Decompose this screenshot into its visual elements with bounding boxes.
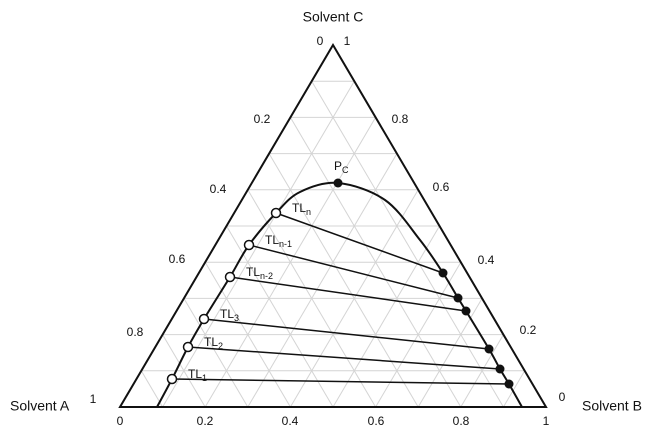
bottom-tick: 0.6 bbox=[368, 414, 385, 428]
left-tick: 0.6 bbox=[169, 252, 186, 266]
tie-line-label: TL3 bbox=[220, 307, 239, 323]
tie-line bbox=[248, 244, 459, 299]
grid-line bbox=[204, 261, 291, 408]
vertex-label-a: Solvent A bbox=[10, 398, 70, 414]
extract-point bbox=[453, 293, 463, 303]
bottom-tick: 0.8 bbox=[453, 414, 470, 428]
grid-line bbox=[183, 298, 249, 408]
grid bbox=[140, 80, 526, 408]
left-tick: 0.8 bbox=[127, 325, 144, 339]
grid-line bbox=[332, 225, 440, 408]
tie-line-label: TL2 bbox=[204, 335, 223, 351]
raffinate-point bbox=[166, 373, 178, 385]
label: TL bbox=[220, 307, 234, 321]
grid-line bbox=[289, 117, 462, 408]
grid-line bbox=[247, 189, 377, 408]
extract-point bbox=[504, 379, 514, 389]
grid-line bbox=[247, 153, 398, 408]
left-tick: 0 bbox=[317, 34, 324, 48]
grid-line bbox=[162, 334, 206, 408]
tie-line bbox=[203, 318, 490, 350]
right-tick: 0.4 bbox=[478, 253, 495, 267]
right-tick: 0.6 bbox=[433, 180, 450, 194]
tie-line bbox=[187, 346, 501, 370]
tie-line-label: TLn bbox=[292, 201, 311, 217]
tie-line-label: TL1 bbox=[188, 367, 207, 383]
left-tick: 1 bbox=[90, 392, 97, 406]
tie-lines bbox=[171, 212, 510, 385]
raffinate-point bbox=[224, 271, 236, 283]
grid-line bbox=[311, 80, 504, 408]
right-tick: 0.2 bbox=[520, 323, 537, 337]
grid-line bbox=[268, 153, 419, 408]
vertex-label-b: Solvent B bbox=[582, 398, 642, 414]
subscript: C bbox=[342, 165, 349, 175]
subscript: 2 bbox=[218, 341, 223, 351]
raffinate-point bbox=[182, 341, 194, 353]
left-tick: 0.4 bbox=[210, 182, 227, 196]
bottom-tick: 0.2 bbox=[197, 414, 214, 428]
plait-point bbox=[333, 178, 343, 188]
extract-point bbox=[461, 306, 471, 316]
triangle bbox=[118, 43, 548, 408]
grid-line bbox=[226, 225, 334, 408]
label: TL bbox=[246, 265, 260, 279]
extract-point bbox=[484, 344, 494, 354]
tie-line bbox=[275, 212, 444, 274]
left-tick: 0.2 bbox=[254, 112, 271, 126]
bottom-tick: 1 bbox=[543, 414, 550, 428]
binodal-curve bbox=[156, 181, 523, 408]
raffinate-point bbox=[198, 313, 210, 325]
extract-point bbox=[438, 268, 448, 278]
subscript: 3 bbox=[234, 313, 239, 323]
bottom-tick: 0.4 bbox=[282, 414, 299, 428]
label: P bbox=[334, 159, 342, 173]
title: Solvent C bbox=[303, 9, 364, 25]
label: TL bbox=[292, 201, 306, 215]
grid-line bbox=[502, 370, 526, 408]
subscript: n bbox=[306, 207, 311, 217]
subscript: 1 bbox=[202, 373, 207, 383]
right-tick: 0.8 bbox=[392, 112, 409, 126]
raffinate-point bbox=[270, 207, 282, 219]
points bbox=[166, 178, 514, 389]
grid-line bbox=[140, 370, 164, 408]
grid-line bbox=[162, 80, 355, 408]
subscript: n-2 bbox=[260, 271, 273, 281]
subscript: n-1 bbox=[279, 239, 292, 249]
label: TL bbox=[265, 233, 279, 247]
label: TL bbox=[204, 335, 218, 349]
grid-line bbox=[417, 298, 483, 408]
tie-line-label: TLn-1 bbox=[265, 233, 292, 249]
raffinate-point bbox=[243, 239, 255, 251]
bottom-tick: 0 bbox=[117, 414, 124, 428]
label: TL bbox=[188, 367, 202, 381]
plait-point-label: PC bbox=[334, 159, 349, 175]
tie-line bbox=[229, 276, 467, 312]
right-tick: 0 bbox=[559, 390, 566, 404]
tie-line-label: TLn-2 bbox=[246, 265, 273, 281]
extract-point bbox=[495, 364, 505, 374]
right-tick: 1 bbox=[344, 34, 351, 48]
tie-line bbox=[171, 378, 510, 385]
